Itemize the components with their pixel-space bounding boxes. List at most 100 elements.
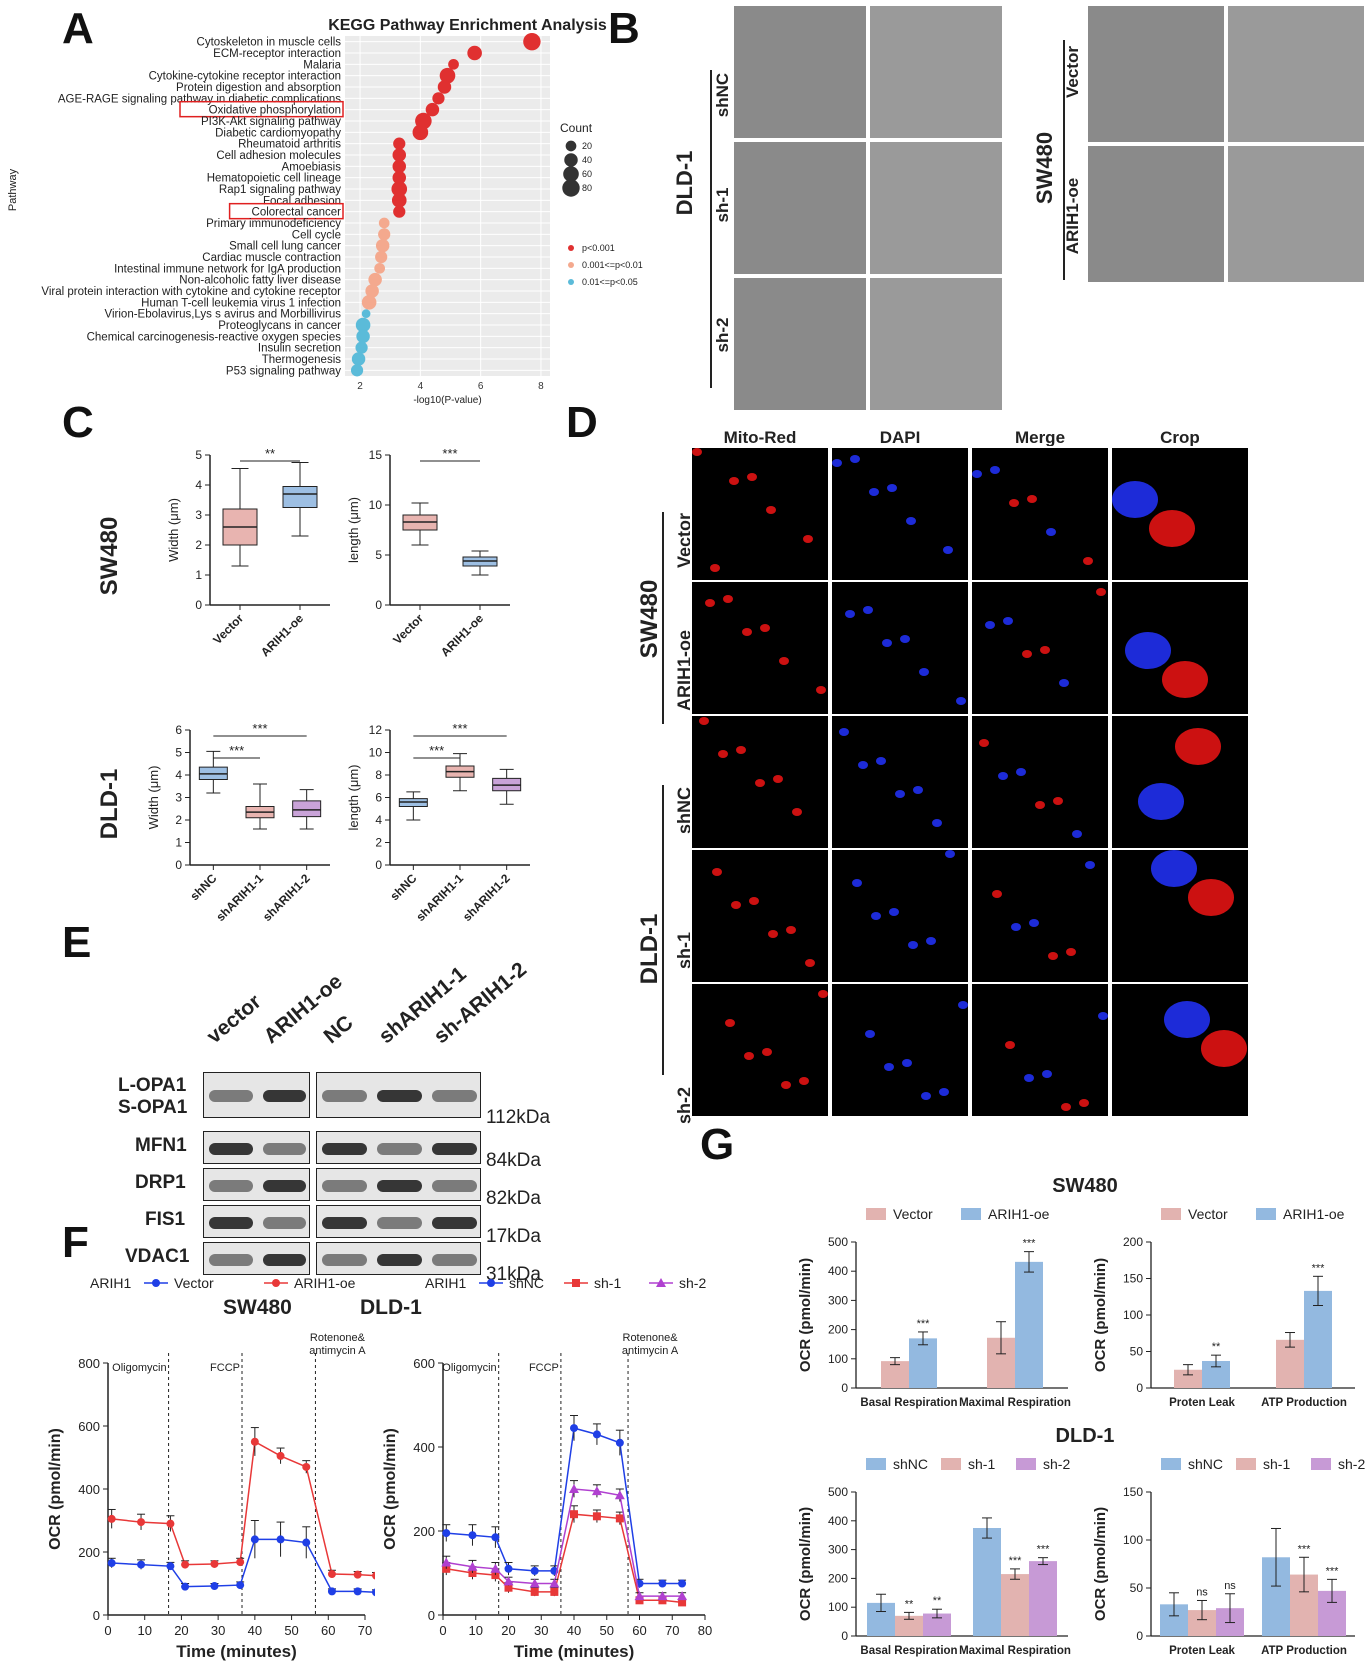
panel-label-b: B bbox=[608, 4, 640, 53]
data-point bbox=[391, 181, 408, 197]
data-point bbox=[210, 1559, 219, 1568]
y-axis-label: length (μm) bbox=[346, 497, 361, 563]
data-point bbox=[372, 1588, 375, 1597]
y-tick-label: 200 bbox=[78, 1545, 100, 1560]
fluor-image-5-2 bbox=[830, 982, 970, 1118]
y-tick-label: 6 bbox=[175, 723, 182, 737]
g-title-sw480: SW480 bbox=[1052, 1175, 1118, 1197]
e-group-dld1: DLD-1 bbox=[360, 1296, 422, 1319]
x-tick-label: 60 bbox=[321, 1623, 335, 1638]
y-tick-label: 1 bbox=[195, 568, 202, 582]
e-size-112: 112kDa bbox=[486, 1107, 551, 1128]
y-tick-label: 0 bbox=[375, 598, 382, 612]
d-group-dld1: DLD-1 bbox=[636, 913, 663, 985]
blot-strip bbox=[203, 1131, 310, 1164]
data-point bbox=[570, 1424, 578, 1433]
data-point bbox=[137, 1518, 146, 1527]
blot-band bbox=[262, 1179, 306, 1192]
y-tick-label: 500 bbox=[828, 1235, 848, 1249]
fluor-image-4-1 bbox=[690, 848, 830, 984]
tem-vector-zoom bbox=[1226, 4, 1366, 144]
legend-p-label: 0.01<=p<0.05 bbox=[582, 277, 638, 287]
y-tick-label: Cytokine-cytokine receptor interaction bbox=[149, 71, 341, 83]
y-tick-label: Chemical carcinogenesis-reactive oxygen … bbox=[87, 331, 342, 343]
panel-label-f: F bbox=[62, 1218, 89, 1267]
x-tick-label: 6 bbox=[478, 381, 484, 392]
bar bbox=[1174, 1369, 1202, 1388]
e-group-sw480: SW480 bbox=[223, 1296, 292, 1319]
chart-title: KEGG Pathway Enrichment Analysis bbox=[328, 17, 607, 34]
y-tick-label: 6 bbox=[375, 791, 382, 805]
y-tick-label: 300 bbox=[828, 1543, 848, 1557]
y-tick-label: 150 bbox=[1123, 1485, 1143, 1499]
y-tick-label: 400 bbox=[413, 1440, 435, 1455]
data-point bbox=[448, 58, 459, 70]
y-tick-label: AGE-RAGE signaling pathway in diabetic c… bbox=[58, 93, 341, 105]
data-point bbox=[635, 1596, 644, 1605]
x-tick-label: Vector bbox=[390, 611, 426, 647]
y-tick-label: Hematopoietic cell lineage bbox=[207, 173, 341, 185]
y-axis-label: Width (μm) bbox=[166, 498, 181, 562]
x-tick-label: 0 bbox=[439, 1623, 446, 1638]
box-sw480-length: 0 5 10 15 length (μm) Vector ARIH1-oe *** bbox=[346, 446, 510, 659]
legend-p-symbol bbox=[568, 245, 574, 251]
sig-label: *** bbox=[1009, 1555, 1023, 1567]
y-tick-label: Primary immunodeficiency bbox=[206, 218, 341, 230]
data-point bbox=[530, 1587, 539, 1596]
blot-strip bbox=[316, 1168, 481, 1201]
tem-sh2-zoom bbox=[868, 276, 1004, 412]
fluor-image-2-4 bbox=[1110, 580, 1250, 716]
series-line bbox=[111, 1440, 375, 1577]
e-protein-mfn1: MFN1 bbox=[135, 1135, 187, 1156]
fluor-image-4-2 bbox=[830, 848, 970, 984]
y-tick-label: 50 bbox=[1130, 1581, 1144, 1595]
tem-arih1oe bbox=[1086, 144, 1226, 284]
fluor-image-1-3 bbox=[970, 446, 1110, 582]
data-point bbox=[504, 1583, 513, 1592]
bar bbox=[1304, 1290, 1332, 1388]
x-tick-label: ARIH1-oe bbox=[438, 611, 486, 659]
legend-swatch bbox=[941, 1458, 961, 1470]
y-tick-label: Focal adhesion bbox=[263, 195, 341, 207]
y-tick-label: 300 bbox=[828, 1293, 848, 1307]
blot-band bbox=[432, 1216, 477, 1229]
fluor-image-2-2 bbox=[830, 580, 970, 716]
y-axis-label: length (μm) bbox=[346, 764, 361, 830]
y-tick-label: Oxidative phosphorylation bbox=[209, 105, 341, 117]
blot-strip bbox=[203, 1168, 310, 1201]
data-point bbox=[355, 341, 368, 354]
injection-label: Oligomycin bbox=[112, 1362, 166, 1374]
y-axis-label: Width (μm) bbox=[146, 766, 161, 830]
y-tick-label: 200 bbox=[413, 1524, 435, 1539]
legend-marker bbox=[656, 1278, 666, 1287]
data-point bbox=[327, 1587, 336, 1596]
x-tick-label: Maximal Respiration bbox=[959, 1645, 1071, 1657]
data-point bbox=[467, 1561, 478, 1571]
b-row-sh1: sh-1 bbox=[713, 187, 732, 223]
x-tick-label: 30 bbox=[534, 1623, 548, 1638]
x-tick-label: 70 bbox=[358, 1623, 372, 1638]
data-point bbox=[658, 1596, 667, 1605]
data-point bbox=[529, 1578, 540, 1588]
blot-band bbox=[322, 1179, 367, 1192]
data-point bbox=[375, 250, 388, 264]
y-tick-label: Insulin secretion bbox=[258, 343, 341, 355]
data-point bbox=[412, 124, 429, 141]
data-point bbox=[442, 1564, 451, 1573]
sig-label: *** bbox=[1298, 1543, 1312, 1555]
bar bbox=[1015, 1261, 1043, 1388]
data-point bbox=[236, 1581, 245, 1590]
y-tick-label: 600 bbox=[78, 1419, 100, 1434]
data-point bbox=[592, 1430, 601, 1439]
data-point bbox=[365, 284, 379, 298]
d-sw480-bracket bbox=[662, 512, 664, 724]
data-point bbox=[355, 317, 371, 333]
blot-band bbox=[322, 1216, 367, 1229]
tem-sh1-zoom bbox=[868, 140, 1004, 276]
y-axis-label: OCR (pmol/min) bbox=[1092, 1507, 1109, 1621]
d-group-sw480: SW480 bbox=[636, 579, 663, 659]
sig-label: ns bbox=[1224, 1580, 1236, 1592]
data-point bbox=[374, 262, 386, 274]
data-point bbox=[490, 1563, 501, 1573]
data-point bbox=[439, 67, 456, 84]
